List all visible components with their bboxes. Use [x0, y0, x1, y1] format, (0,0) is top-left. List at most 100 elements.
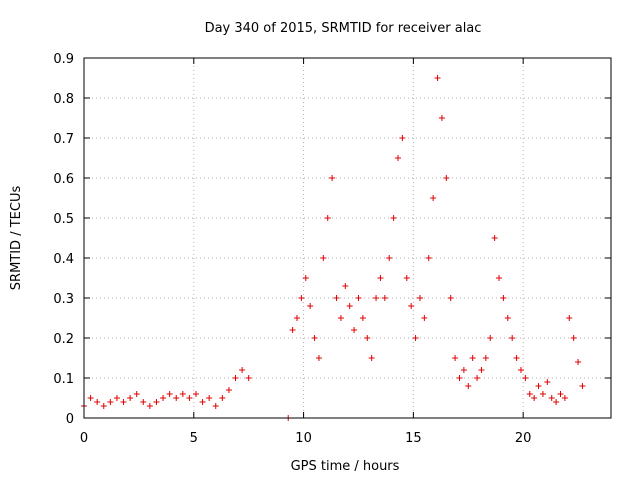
- data-point: [311, 335, 318, 341]
- grid: [84, 58, 611, 418]
- data-point: [192, 391, 199, 397]
- data-point: [100, 403, 107, 409]
- data-point: [487, 335, 494, 341]
- data-point: [160, 395, 167, 401]
- data-point: [430, 195, 437, 201]
- data-point: [307, 303, 314, 309]
- data-point: [133, 391, 140, 397]
- data-point: [289, 327, 296, 333]
- data-point: [320, 255, 327, 261]
- data-point: [219, 395, 226, 401]
- data-point: [526, 391, 533, 397]
- data-point: [355, 295, 362, 301]
- data-point: [504, 315, 511, 321]
- data-point: [146, 403, 153, 409]
- data-point: [373, 295, 380, 301]
- data-point: [421, 315, 428, 321]
- y-tick-label: 0.4: [53, 252, 74, 267]
- data-point: [456, 375, 463, 381]
- data-point: [557, 391, 564, 397]
- data-point: [377, 275, 384, 281]
- data-point: [395, 155, 402, 161]
- data-point: [199, 399, 206, 405]
- data-point: [186, 395, 193, 401]
- data-point: [531, 395, 538, 401]
- data-point: [412, 335, 419, 341]
- data-point: [342, 283, 349, 289]
- data-point: [333, 295, 340, 301]
- data-point: [302, 275, 309, 281]
- data-point: [469, 355, 476, 361]
- x-tick-label: 10: [295, 431, 312, 446]
- data-point: [127, 395, 134, 401]
- data-point: [474, 375, 481, 381]
- data-point: [478, 367, 485, 373]
- data-point: [298, 295, 305, 301]
- data-point: [452, 355, 459, 361]
- data-point: [408, 303, 415, 309]
- data-point: [535, 383, 542, 389]
- data-point: [359, 315, 366, 321]
- data-points: [81, 75, 586, 421]
- data-point: [561, 395, 568, 401]
- x-axis-label: GPS time / hours: [291, 459, 400, 474]
- data-point: [381, 295, 388, 301]
- data-point: [465, 383, 472, 389]
- ticks: 0 0.1 0.2 0.3 0.4 0.5 0.6 0.7 0.8 0.9 0 5 10 15 20: [53, 52, 611, 446]
- data-point: [87, 395, 94, 401]
- y-tick-label: 0.5: [53, 212, 74, 227]
- data-point: [438, 115, 445, 121]
- data-point: [509, 335, 516, 341]
- data-point: [403, 275, 410, 281]
- data-point: [522, 375, 529, 381]
- data-point: [212, 403, 219, 409]
- y-tick-label: 0.3: [53, 292, 74, 307]
- data-point: [460, 367, 467, 373]
- data-point: [544, 379, 551, 385]
- data-point: [324, 215, 331, 221]
- y-tick-label: 0.7: [53, 132, 74, 147]
- data-point: [386, 255, 393, 261]
- data-point: [447, 295, 454, 301]
- y-tick-label: 0.1: [53, 372, 74, 387]
- data-point: [346, 303, 353, 309]
- y-tick-label: 0.6: [53, 172, 74, 187]
- data-point: [500, 295, 507, 301]
- chart-title: Day 340 of 2015, SRMTID for receiver ala…: [205, 21, 482, 36]
- y-tick-label: 0.9: [53, 52, 74, 67]
- data-point: [239, 367, 246, 373]
- data-point: [368, 355, 375, 361]
- y-axis-label: SRMTID / TECUs: [9, 186, 24, 291]
- data-point: [491, 235, 498, 241]
- data-point: [482, 355, 489, 361]
- data-point: [539, 391, 546, 397]
- data-point: [553, 399, 560, 405]
- data-point: [293, 315, 300, 321]
- data-point: [575, 359, 582, 365]
- x-tick-label: 15: [405, 431, 422, 446]
- x-tick-label: 0: [80, 431, 88, 446]
- data-point: [390, 215, 397, 221]
- y-tick-label: 0.8: [53, 92, 74, 107]
- data-point: [173, 395, 180, 401]
- data-point: [179, 391, 186, 397]
- data-point: [232, 375, 239, 381]
- data-point: [94, 399, 101, 405]
- data-point: [315, 355, 322, 361]
- x-tick-label: 5: [190, 431, 198, 446]
- data-point: [113, 395, 120, 401]
- data-point: [166, 391, 173, 397]
- data-point: [513, 355, 520, 361]
- plot-frame: [83, 57, 612, 419]
- data-point: [416, 295, 423, 301]
- data-point: [351, 327, 358, 333]
- data-point: [566, 315, 573, 321]
- data-point: [425, 255, 432, 261]
- data-point: [153, 399, 160, 405]
- data-point: [579, 383, 586, 389]
- y-tick-label: 0.2: [53, 332, 74, 347]
- data-point: [443, 175, 450, 181]
- data-point: [570, 335, 577, 341]
- data-point: [206, 395, 213, 401]
